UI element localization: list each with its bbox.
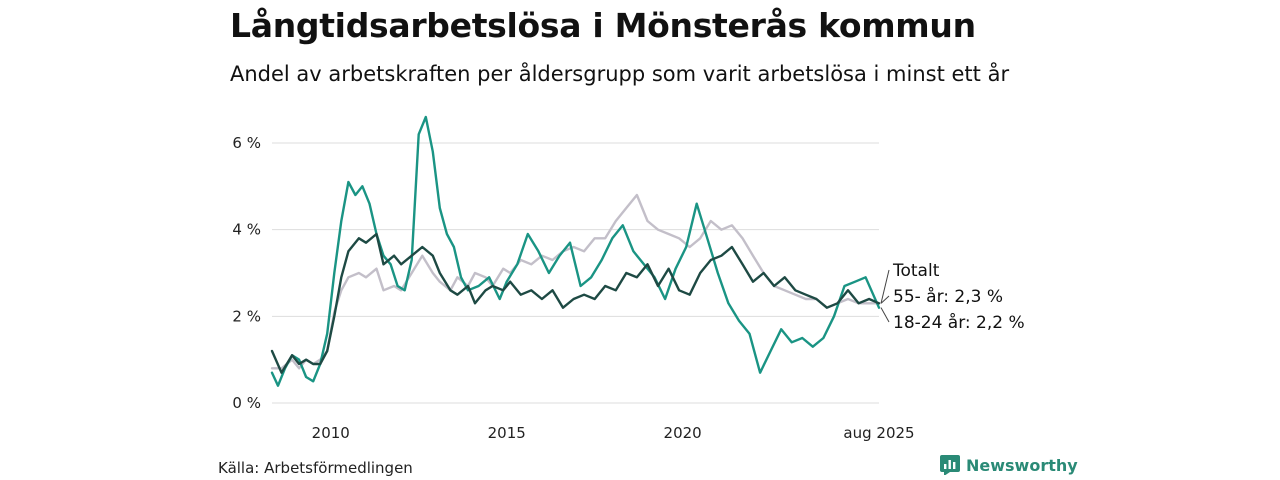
series-line — [270, 232, 881, 374]
series-line — [270, 115, 881, 387]
label-leader — [880, 269, 890, 304]
series-labels: Totalt 55- år: 2,3 % 18-24 år: 2,2 % — [880, 261, 1025, 333]
label-leader — [880, 307, 890, 323]
y-tick-label: 6 % — [232, 134, 261, 152]
x-tick-label: 2010 — [312, 424, 350, 442]
x-tick-label: aug 2025 — [843, 424, 914, 442]
series-end-label: 18-24 år: 2,2 % — [893, 312, 1025, 333]
y-axis: 0 % 2 % 4 % 6 % — [232, 134, 261, 412]
chart-subtitle: Andel av arbetskraften per åldersgrupp s… — [230, 62, 1010, 86]
x-tick-label: 2020 — [664, 424, 702, 442]
chart-title: Långtidsarbetslösa i Mönsterås kommun — [230, 6, 976, 45]
y-tick-label: 4 % — [232, 221, 261, 239]
brand-name: Newsworthy — [966, 455, 1078, 475]
y-tick-label: 0 % — [232, 394, 261, 412]
label-leader — [880, 295, 890, 304]
series-end-label: Totalt — [892, 261, 940, 281]
source-note: Källa: Arbetsförmedlingen — [218, 459, 413, 477]
newsworthy-logo-icon — [940, 455, 960, 475]
series-end-label: 55- år: 2,3 % — [893, 286, 1003, 307]
series-lines — [270, 115, 881, 387]
x-tick-label: 2015 — [488, 424, 526, 442]
y-tick-label: 2 % — [232, 307, 261, 325]
brand-logo[interactable]: Newsworthy — [940, 455, 1078, 475]
x-axis: 2010 2015 2020 aug 2025 — [312, 424, 915, 442]
gridlines — [272, 142, 879, 404]
